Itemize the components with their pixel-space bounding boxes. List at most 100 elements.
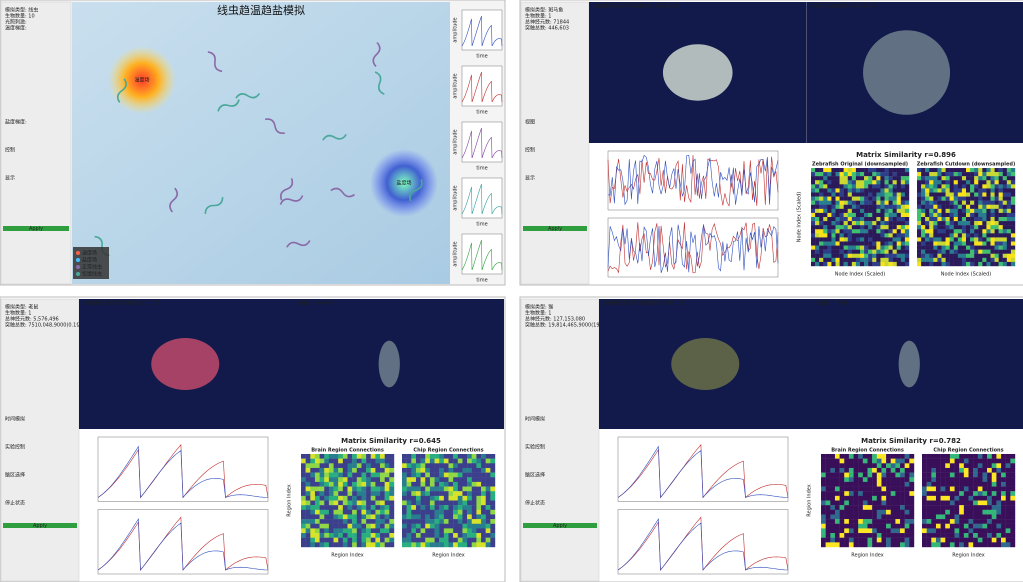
heatmap-cell xyxy=(338,523,344,529)
apply-label[interactable]: Apply xyxy=(29,226,43,232)
heatmap-cell xyxy=(848,491,854,497)
heatmap-cell xyxy=(471,519,477,524)
apply-label[interactable]: Apply xyxy=(553,523,567,529)
heatmap-cell xyxy=(1001,472,1006,478)
heatmap-cell xyxy=(827,241,832,246)
heatmap-cell xyxy=(987,463,992,469)
heatmap-cell xyxy=(462,491,468,497)
plot-line xyxy=(461,15,503,47)
heatmap-cell xyxy=(892,184,897,189)
heatmap-cell xyxy=(843,245,848,250)
heatmap-cell xyxy=(970,196,975,201)
heatmap-cell xyxy=(471,454,477,459)
heatmap-cell xyxy=(998,188,1003,193)
heatmap-cell xyxy=(926,537,932,543)
heatmap-cell xyxy=(881,537,887,543)
heatmap-cell xyxy=(963,458,969,464)
heatmap-cell xyxy=(471,486,477,492)
heatmap-cell xyxy=(811,188,816,193)
heatmap-cell xyxy=(815,176,820,181)
heatmap-cell xyxy=(896,180,902,185)
heatmap-cell xyxy=(929,212,934,218)
apply-button[interactable] xyxy=(523,226,587,231)
heatmap-cell xyxy=(429,542,435,548)
heatmap-cell xyxy=(872,523,877,529)
heatmap-cell xyxy=(406,505,412,510)
heatmap-cell xyxy=(986,261,991,267)
heatmap-cell xyxy=(925,176,930,181)
heatmap-cell xyxy=(485,491,491,497)
heatmap-cell xyxy=(986,196,991,201)
heatmap-cell xyxy=(853,454,859,459)
heatmap-cell xyxy=(900,542,905,548)
heatmap-cell xyxy=(314,500,320,506)
apply-button[interactable] xyxy=(3,226,69,231)
heatmap-cell xyxy=(815,229,820,234)
heatmap-cell xyxy=(835,208,840,214)
apply-label[interactable]: Apply xyxy=(33,523,47,529)
apply-button[interactable] xyxy=(523,523,597,528)
heatmap-cell xyxy=(457,472,463,478)
heatmap-cell xyxy=(974,241,979,246)
heatmap-cell xyxy=(953,180,959,185)
heatmap-cell xyxy=(862,477,868,483)
heatmap-cell xyxy=(990,217,995,222)
heatmap-cell xyxy=(481,491,486,497)
heatmap-cell xyxy=(966,253,971,259)
heatmap-cell xyxy=(811,172,816,177)
heatmap-cell xyxy=(895,467,901,473)
heatmap-cell xyxy=(949,229,954,234)
heatmap-cell xyxy=(895,514,901,520)
heatmap-cell xyxy=(867,467,873,473)
heatmap-cell xyxy=(974,200,979,205)
heatmap-cell xyxy=(925,237,930,242)
heatmap-cell xyxy=(982,519,988,524)
heatmap-cell xyxy=(890,509,896,515)
heatmap-cell xyxy=(380,519,385,524)
heatmap-cell xyxy=(922,505,927,510)
worm xyxy=(330,187,355,198)
sidebar-label: 视图 xyxy=(525,119,535,126)
heatmap-cell xyxy=(851,245,857,250)
heatmap-cell xyxy=(411,537,417,543)
heatmap-cell xyxy=(439,537,445,543)
heatmap-cell xyxy=(815,184,820,189)
heatmap-cell xyxy=(931,542,937,548)
apply-button[interactable] xyxy=(3,523,77,528)
heatmap-cell xyxy=(858,528,864,534)
heatmap-cell xyxy=(356,458,362,464)
heatmap-cell xyxy=(867,463,873,469)
heatmap-cell xyxy=(977,500,983,506)
heatmap-cell xyxy=(935,528,941,534)
heatmap-cell xyxy=(892,168,897,173)
heatmap-cell xyxy=(937,176,942,181)
heatmap-cell xyxy=(406,509,412,515)
heatmap-cell xyxy=(328,472,334,478)
heatmap-cell xyxy=(839,477,845,483)
heatmap-cell xyxy=(830,458,836,464)
heatmap-cell xyxy=(434,537,440,543)
heatmap-cell xyxy=(900,261,906,267)
heatmap-cell xyxy=(443,491,449,497)
heatmap-cell xyxy=(860,225,865,230)
heatmap-cell xyxy=(830,477,836,483)
heatmap-cell xyxy=(1002,192,1008,197)
heatmap-cell xyxy=(467,500,472,506)
heatmap-cell xyxy=(888,257,893,263)
heatmap-cell xyxy=(929,188,934,193)
apply-label[interactable]: Apply xyxy=(548,226,562,232)
heatmap-cell xyxy=(973,500,978,506)
heatmap-cell xyxy=(881,477,887,483)
heatmap-cell xyxy=(876,495,882,501)
heatmap-cell xyxy=(925,229,930,234)
heatmap-cell xyxy=(305,458,311,464)
heatmap-cell xyxy=(375,463,381,469)
heatmap-cell xyxy=(823,168,828,173)
heatmap-cell xyxy=(890,514,896,520)
heatmap-cell xyxy=(821,505,826,510)
heatmap-cell xyxy=(949,486,955,492)
heatmap-cell xyxy=(929,249,934,254)
heatmap-cell xyxy=(949,180,954,185)
heatmap-cell xyxy=(990,208,995,214)
heatmap-cell xyxy=(996,519,1002,524)
